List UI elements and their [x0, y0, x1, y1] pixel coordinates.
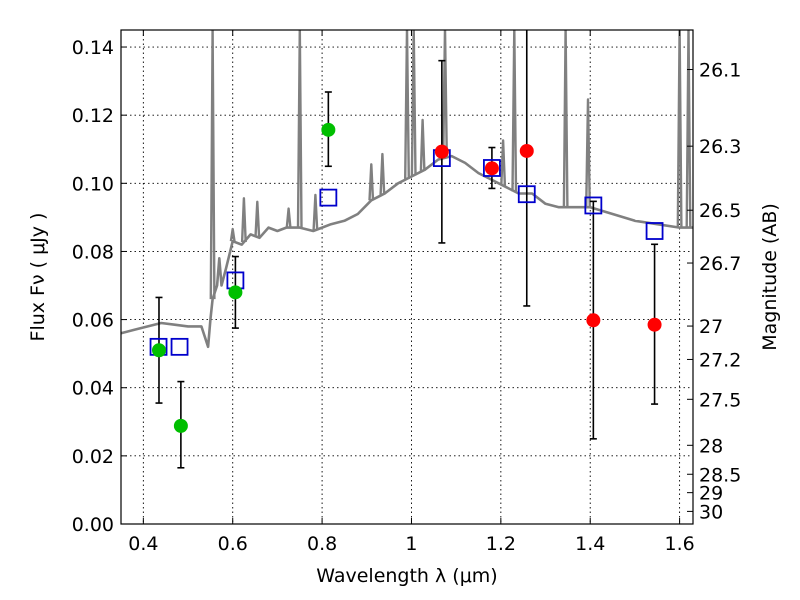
right-tick-label: 26.5 [699, 200, 741, 222]
right-tick-label: 27.5 [699, 389, 741, 411]
x-tick-label: 0.8 [307, 533, 337, 555]
red-point-marker [519, 143, 534, 158]
y-tick-label: 0.06 [72, 310, 114, 332]
emission-line-spike [685, 30, 692, 228]
right-tick-label: 28.5 [699, 464, 741, 486]
emission-line-spike [296, 30, 303, 228]
data-points [149, 30, 664, 469]
emission-line-spike [229, 227, 236, 242]
right-tick-label: 26.1 [699, 60, 741, 82]
right-tick-label: 29 [699, 483, 723, 505]
emission-line-spike [419, 118, 426, 171]
y-tick-label: 0.10 [72, 173, 114, 195]
x-tick-label: 1.4 [575, 533, 605, 555]
y-tick-label: 0.04 [72, 378, 114, 400]
blue-square-marker [645, 222, 664, 240]
emission-line-spike [585, 98, 591, 208]
right-tick-label: 27.2 [699, 349, 741, 371]
emission-line-spike [254, 200, 261, 238]
green-point-marker [151, 343, 166, 358]
green-point-marker [173, 418, 188, 433]
emission-line-spike [562, 30, 569, 208]
red-point-marker [434, 144, 449, 159]
x-tick-label: 1.2 [486, 533, 516, 555]
model-spectrum-line [121, 154, 693, 349]
right-tick-label: 27 [699, 316, 723, 338]
right-tick-label: 26.7 [699, 253, 741, 275]
emission-line-spike [379, 152, 386, 195]
blue-square-marker [584, 196, 603, 215]
x-tick-label: 0.4 [128, 533, 158, 555]
x-tick-label: 1 [405, 533, 417, 555]
axes-frame [120, 29, 694, 525]
y-tick-label: 0.14 [72, 37, 114, 59]
y-tick-label: 0.08 [72, 241, 114, 263]
red-point-marker [647, 317, 662, 332]
right-tick-label: 26.3 [699, 136, 741, 158]
x-tick-label: 1.6 [664, 533, 694, 555]
emission-line-spike [404, 30, 410, 179]
emission-line-spike [410, 30, 417, 176]
emission-line-spike [312, 193, 319, 231]
emission-line-spike [511, 30, 518, 192]
emission-line-spike [240, 197, 247, 243]
y-tick-label: 0.00 [72, 514, 114, 536]
emission-line-spike [442, 30, 448, 158]
right-tick-label: 30 [699, 501, 723, 523]
plot-area [121, 30, 693, 349]
red-point-marker [586, 313, 601, 328]
blue-square-marker [319, 188, 338, 207]
green-point-marker [228, 285, 243, 300]
ticks: 0.4 0.6 0.8 1 1.2 1.4 1.6 0.00 0.02 0.04 0.06 0.08 0… [72, 30, 741, 555]
blue-square-marker [517, 185, 536, 204]
right-axis-label: Magnitude (AB) [759, 203, 781, 351]
y-tick-label: 0.02 [72, 446, 114, 468]
emission-line-spike [676, 30, 683, 228]
green-point-marker [321, 122, 336, 137]
y-axis-label: Flux Fν ( μJy ) [27, 213, 49, 342]
x-axis-label: Wavelength λ (μm) [316, 565, 497, 587]
emission-line-spike [500, 139, 507, 186]
y-tick-label: 0.12 [72, 105, 114, 127]
blue-square-marker [483, 159, 501, 177]
emission-line-spike [209, 30, 216, 300]
red-point-marker [484, 161, 499, 176]
blue-square-marker [170, 337, 189, 356]
emission-line-spike [285, 207, 292, 228]
x-tick-label: 0.6 [218, 533, 248, 555]
right-tick-label: 28 [699, 435, 723, 457]
emission-line-spike [368, 163, 375, 201]
